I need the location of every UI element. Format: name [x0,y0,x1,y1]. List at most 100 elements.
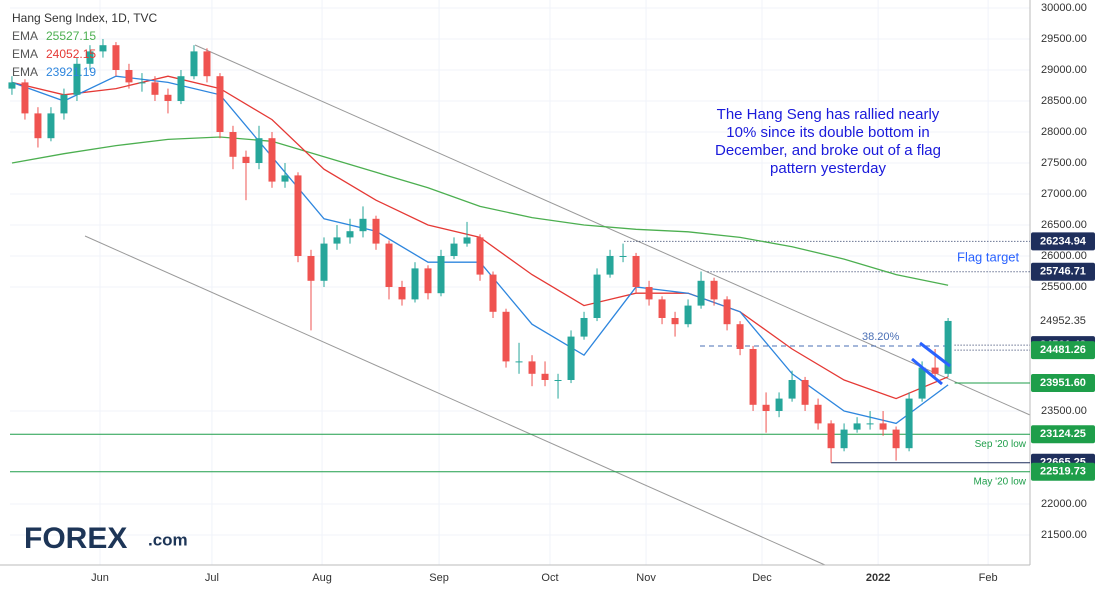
y-tick-label: 29000.00 [1041,64,1087,76]
candle-body [671,317,679,325]
candle-body [437,255,445,294]
candle-body [775,398,783,411]
y-tick-label: 27500.00 [1041,157,1087,169]
candle-body [541,373,549,380]
price-tag [1031,373,1095,392]
legend-name: EMA [12,65,38,79]
candle-body [411,268,419,300]
y-tick-label: 30000.00 [1041,2,1087,14]
annotation-line: The Hang Seng has rallied nearly [717,106,940,123]
candle-body [567,336,575,380]
candle-body [515,361,523,363]
price-tag-label: 23124.25 [1040,428,1086,440]
candle-body [853,423,861,430]
candle-body [99,45,107,52]
price-tag-label: 22519.73 [1040,466,1086,478]
candle-body [450,243,458,256]
candles [8,38,952,463]
logo-main: FOREX [24,522,127,555]
y-tick-label: 27000.00 [1041,188,1087,200]
x-tick-label: Feb [979,572,998,584]
candle-body [229,131,237,157]
candle-body [840,429,848,449]
annotation-line: 10% since its double bottom in [726,124,929,141]
candle-body [684,305,692,325]
candle-body [398,286,406,300]
price-tag-label: 24481.26 [1040,344,1086,356]
candle-body [372,218,380,244]
candle-body [190,51,198,77]
candle-body [645,286,653,300]
candle-body [736,324,744,349]
candle-body [801,379,809,405]
candle-body [385,243,393,287]
y-tick-label: 25500.00 [1041,281,1087,293]
candle-body [580,317,588,337]
y-tick-label: 26500.00 [1041,219,1087,231]
candle-body [762,404,770,411]
flag-target-label: Flag target [957,249,1020,264]
candle-body [788,379,796,399]
candle-body [112,45,120,70]
candle-body [8,82,16,89]
price-tag [1031,462,1095,481]
candle-body [164,94,172,101]
x-tick-label: Jul [205,572,219,584]
logo-suffix: .com [148,530,188,549]
price-tag [1031,425,1095,444]
candle-body [502,311,510,362]
candle-body [242,156,250,163]
legend-value: 25527.15 [46,29,96,43]
x-tick-label: Aug [312,572,332,584]
price-tag [1031,341,1095,360]
legend-value: 24052.15 [46,47,96,61]
candle-body [632,255,640,287]
candle-body [905,398,913,449]
legend-name: EMA [12,47,38,61]
price-tag [1031,232,1095,251]
candle-body [203,51,211,77]
price-tag-label: 25746.71 [1040,266,1086,278]
candle-body [710,280,718,300]
level-label: May '20 low [974,476,1027,487]
annotation-line: pattern yesterday [770,160,886,177]
candle-body [723,299,731,325]
flag-upper [919,341,951,368]
candle-body [944,320,952,374]
x-tick-label: Jun [91,572,109,584]
y-tick-label: 29500.00 [1041,33,1087,45]
candle-body [749,348,757,405]
x-tick-label: Nov [636,572,656,584]
channel-upper [194,44,1031,416]
candle-body [697,280,705,306]
candle-body [463,237,471,244]
fib-label: 38.20% [862,331,900,343]
legend-name: EMA [12,29,38,43]
price-tag-label: 24952.35 [1040,315,1086,327]
candle-body [814,404,822,424]
candle-body [151,82,159,95]
y-tick-label: 28500.00 [1041,95,1087,107]
candle-body [424,268,432,294]
candle-body [554,379,562,381]
candle-body [359,218,367,232]
candle-body [216,76,224,132]
candle-body [177,76,185,101]
candle-body [138,82,146,84]
candle-body [125,69,133,83]
x-tick-label: Dec [752,572,772,584]
channel-lower [84,235,826,566]
x-tick-label: 2022 [866,572,890,584]
y-tick-label: 28000.00 [1041,126,1087,138]
flag-lower [911,357,943,386]
legend-value: 23921.19 [46,65,96,79]
candle-body [528,361,536,374]
level-label: Sep '20 low [975,439,1027,450]
annotation-line: December, and broke out of a flag [715,142,941,159]
y-tick-label: 21500.00 [1041,529,1087,541]
candle-body [593,274,601,318]
axis-labels: 30000.00 29500.00 29000.00 28500.00 28000.00… [91,2,1095,584]
candle-body [866,423,874,425]
